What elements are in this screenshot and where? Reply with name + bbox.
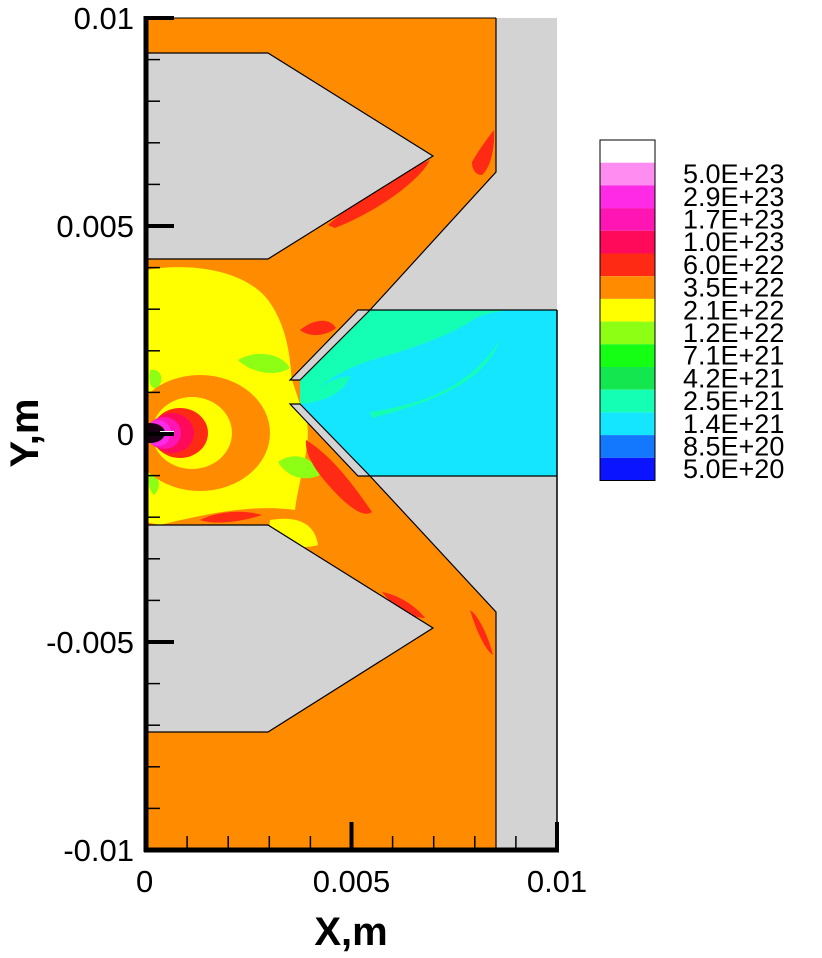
y-tick-label: -0.01 [63, 833, 134, 868]
legend-swatch [600, 253, 655, 277]
legend-label: 3.5E+22 [683, 273, 784, 303]
red-contour-upper-mid [300, 320, 336, 336]
legend-swatch [600, 389, 655, 413]
x-axis-title: X,m [314, 910, 387, 954]
x-tick-label: 0 [136, 864, 153, 899]
legend-label: 5.0E+23 [683, 159, 784, 189]
y-tick-label: 0 [117, 417, 134, 452]
teal-contour-mid [370, 340, 500, 418]
x-tick-label: 0.01 [527, 864, 587, 899]
legend-swatch [600, 435, 655, 458]
contour-field [146, 18, 557, 850]
legend-label: 6.0E+22 [683, 250, 784, 280]
legend-label: 2.9E+23 [683, 182, 784, 212]
legend-frame [599, 139, 656, 481]
legend-label: 4.2E+21 [683, 363, 784, 393]
legend-swatch [600, 298, 655, 322]
legend-label: 8.5E+20 [683, 431, 784, 461]
red-contour-lower-mid [382, 592, 425, 618]
legend-label: 7.1E+21 [683, 341, 784, 371]
teal-contour-inlet [300, 310, 510, 404]
legend-swatch [600, 412, 655, 436]
green-contour-lower [278, 456, 320, 479]
green-contour-left [149, 369, 162, 389]
legend-swatch [600, 208, 655, 231]
outer-wall-upper [368, 18, 557, 311]
red-contour-lower-left [200, 511, 262, 523]
y-tick-label: 0.005 [56, 209, 134, 244]
color-legend: 5.0E+232.9E+231.7E+231.0E+236.0E+223.5E+… [599, 139, 784, 484]
legend-label: 1.0E+23 [683, 227, 784, 257]
y-tick-label: 0.01 [74, 1, 134, 36]
legend-swatch [600, 162, 655, 186]
legend-swatch [600, 230, 655, 254]
legend-swatch [600, 344, 655, 367]
red-contour-lower-channel [305, 440, 372, 514]
red-contour-upper-right [472, 130, 495, 175]
legend-swatch [600, 276, 655, 299]
y-tick-label: -0.005 [46, 625, 134, 660]
outer-wall-lower [368, 475, 557, 850]
legend-label: 2.5E+21 [683, 386, 784, 416]
upper-electrode [146, 52, 435, 260]
red-contour-lower-right [470, 610, 493, 655]
green-contour-inlet [300, 376, 350, 404]
legend-label: 1.4E+21 [683, 409, 784, 439]
y-axis-title: Y,m [3, 399, 47, 468]
legend-swatch [600, 185, 655, 209]
legend-label: 1.7E+23 [683, 204, 784, 234]
legend-swatch [600, 367, 655, 390]
axis-ticks [144, 16, 559, 852]
legend-swatch [600, 321, 655, 345]
legend-swatch [600, 457, 655, 481]
x-tick-label: 0.005 [313, 864, 391, 899]
green-contour-upper [238, 353, 290, 374]
red-contour-upper-channel [328, 160, 430, 228]
legend-swatch [600, 140, 655, 163]
legend-label: 2.1E+22 [683, 295, 784, 325]
legend-label: 1.2E+22 [683, 318, 784, 348]
legend-label: 5.0E+20 [683, 454, 784, 484]
lower-electrode [146, 524, 435, 733]
